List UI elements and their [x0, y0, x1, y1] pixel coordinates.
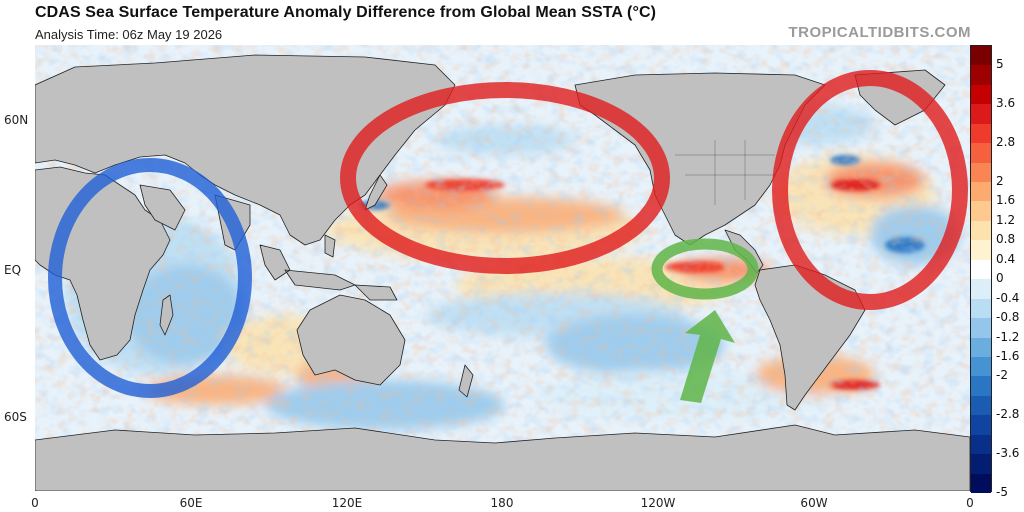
- colorbar-segment: [971, 454, 991, 475]
- colorbar-label: 1.2: [996, 212, 1016, 227]
- lon-label-120w: 120W: [640, 496, 676, 510]
- colorbar-segment: [971, 123, 991, 144]
- colorbar-label: 0.8: [996, 232, 1016, 247]
- colorbar-segment: [971, 240, 991, 261]
- lat-label-60n: 60N: [4, 113, 29, 127]
- colorbar-segment: [971, 46, 991, 66]
- colorbar-segment: [971, 415, 991, 436]
- lon-label-120e: 120E: [331, 496, 363, 510]
- colorbar-label: 5: [996, 57, 1004, 72]
- analysis-time: Analysis Time: 06z May 19 2026: [35, 27, 223, 42]
- colorbar-segment: [971, 104, 991, 125]
- sst-anomaly-map: [35, 45, 970, 491]
- colorbar-segment: [971, 395, 991, 416]
- colorbar-label: -2: [996, 368, 1008, 383]
- land-australia: [296, 294, 406, 386]
- colorbar-label: -0.4: [996, 290, 1020, 305]
- lon-label-180: 180: [490, 496, 514, 510]
- colorbar-segment: [971, 473, 991, 494]
- colorbar-label: -1.2: [996, 329, 1020, 344]
- lat-label-eq: EQ: [4, 263, 22, 277]
- colorbar-label: 0: [996, 271, 1004, 286]
- colorbar-segment: [971, 65, 991, 86]
- source-credit: TROPICALTIDBITS.COM: [788, 24, 971, 41]
- annotations: [48, 70, 968, 403]
- lon-label-60w: 60W: [800, 496, 828, 510]
- colorbar-label: -1.6: [996, 348, 1020, 363]
- colorbar-segment: [971, 434, 991, 455]
- lon-label-0-left: 0: [31, 496, 39, 510]
- colorbar-segment: [971, 201, 991, 222]
- land-philippines: [324, 234, 336, 258]
- colorbar-label: -5: [996, 485, 1008, 499]
- colorbar-label: 2.8: [996, 135, 1016, 150]
- land-masses: [35, 54, 970, 491]
- map-title: CDAS Sea Surface Temperature Anomaly Dif…: [35, 4, 657, 21]
- colorbar-segment: [971, 220, 991, 241]
- land-madagascar: [159, 294, 174, 336]
- land-antarctica: [35, 424, 970, 491]
- colorbar-segment: [971, 143, 991, 164]
- land-japan: [364, 174, 388, 211]
- lat-label-60s: 60S: [4, 410, 27, 424]
- land-new-guinea: [354, 284, 398, 301]
- colorbar-label: 3.6: [996, 96, 1016, 111]
- colorbar-segment: [971, 356, 991, 377]
- colorbar-label: 2: [996, 174, 1004, 189]
- colorbar-label: 1.6: [996, 193, 1016, 208]
- colorbar: [970, 45, 992, 494]
- lon-label-0-right: 0: [966, 496, 974, 510]
- colorbar-segment: [971, 318, 991, 338]
- land-indonesia: [259, 244, 356, 291]
- colorbar-label: -2.8: [996, 407, 1020, 422]
- annotation-red-circle-atlantic: [772, 70, 968, 310]
- colorbar-segment: [971, 259, 991, 280]
- annotation-green-arrow: [680, 310, 735, 403]
- colorbar-segment: [971, 337, 991, 358]
- colorbar-label: 0.4: [996, 251, 1016, 266]
- lon-label-60e: 60E: [179, 496, 203, 510]
- annotation-red-circle-pacific: [340, 82, 670, 274]
- colorbar-segment: [971, 376, 991, 397]
- colorbar-segment: [971, 298, 991, 319]
- colorbar-segment: [971, 162, 991, 183]
- colorbar-label: -3.6: [996, 446, 1020, 461]
- colorbar-segment: [971, 84, 991, 105]
- colorbar-label: -0.8: [996, 310, 1020, 325]
- land-arabia: [139, 184, 186, 231]
- colorbar-segment: [971, 182, 991, 202]
- colorbar-segment: [971, 279, 991, 300]
- annotation-green-circle: [651, 238, 759, 300]
- land-north-america: [574, 72, 826, 246]
- annotation-blue-circle: [48, 158, 252, 398]
- land-new-zealand: [458, 364, 474, 398]
